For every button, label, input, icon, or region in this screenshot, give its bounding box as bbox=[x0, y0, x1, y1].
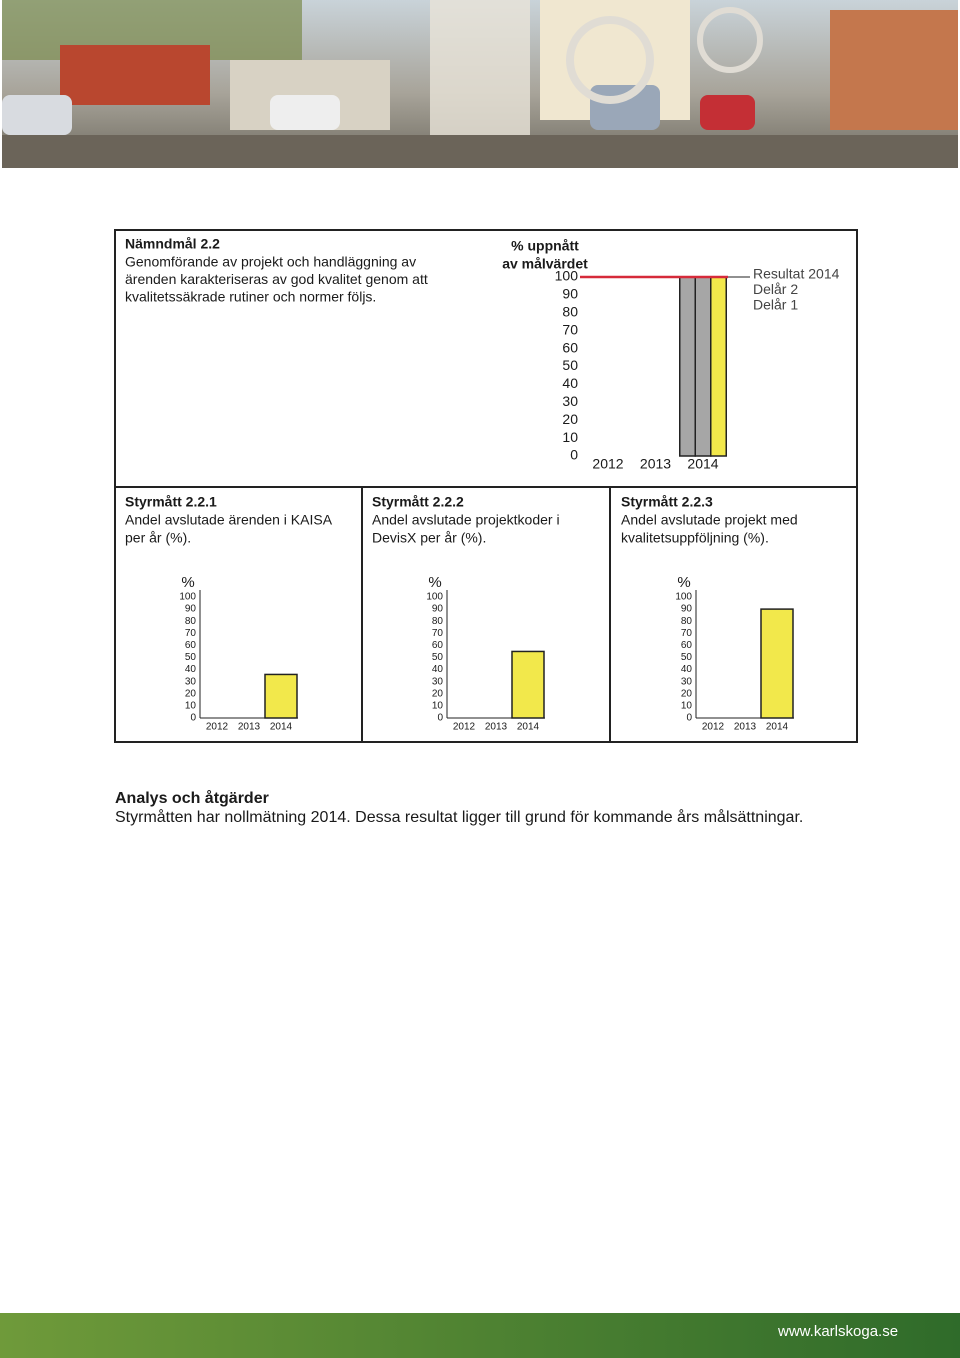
measure-title: Styrmått 2.2.2 bbox=[372, 494, 464, 510]
y-tick-label: 80 bbox=[562, 304, 578, 320]
y-tick-label: 80 bbox=[185, 616, 197, 627]
y-tick-label: 70 bbox=[432, 628, 444, 639]
footer-url: www.karlskoga.se bbox=[777, 1323, 898, 1340]
y-tick-label: 60 bbox=[681, 640, 693, 651]
y-tick-label: 70 bbox=[185, 628, 197, 639]
y-tick-label: 90 bbox=[185, 604, 197, 615]
x-tick-label: 2014 bbox=[766, 722, 789, 733]
goal-title: Nämndmål 2.2 bbox=[125, 236, 220, 252]
y-tick-label: 10 bbox=[562, 429, 578, 445]
y-tick-label: 30 bbox=[432, 676, 444, 687]
y-tick-label: 90 bbox=[562, 286, 578, 302]
measure-text: Andel avslutade projekt med bbox=[621, 512, 798, 528]
y-tick-label: 70 bbox=[681, 628, 693, 639]
measure-text: kvalitetsuppföljning (%). bbox=[621, 530, 769, 546]
legend-entry: Resultat 2014 bbox=[753, 266, 840, 282]
x-tick-label: 2012 bbox=[592, 456, 623, 472]
y-tick-label: 0 bbox=[570, 447, 578, 463]
y-tick-label: 60 bbox=[562, 339, 578, 355]
y-tick-label: 70 bbox=[562, 321, 578, 337]
y-tick-label: 60 bbox=[185, 640, 197, 651]
measure-text: per år (%). bbox=[125, 530, 191, 546]
y-axis-label: % bbox=[428, 574, 441, 591]
measure-title: Styrmått 2.2.3 bbox=[621, 494, 713, 510]
goal-text: ärenden karakteriseras av god kvalitet g… bbox=[125, 271, 428, 287]
legend-entry: Delår 1 bbox=[753, 297, 798, 313]
y-tick-label: 40 bbox=[432, 664, 444, 675]
bar bbox=[679, 276, 696, 457]
x-tick-label: 2014 bbox=[517, 722, 540, 733]
measure-text: DevisX per år (%). bbox=[372, 530, 486, 546]
y-tick-label: 30 bbox=[185, 676, 197, 687]
y-tick-label: 50 bbox=[681, 652, 693, 663]
chart-title: av målvärdet bbox=[502, 256, 588, 272]
y-tick-label: 100 bbox=[426, 592, 443, 603]
measure-text: Andel avslutade ärenden i KAISA bbox=[125, 512, 333, 528]
x-tick-label: 2014 bbox=[270, 722, 293, 733]
goal-text: kvalitetssäkrade rutiner och normer följ… bbox=[125, 289, 376, 305]
measure-text: Andel avslutade projektkoder i bbox=[372, 512, 560, 528]
x-tick-label: 2013 bbox=[485, 722, 508, 733]
analysis-text: Styrmåtten har nollmätning 2014. Dessa r… bbox=[115, 808, 803, 826]
y-tick-label: 40 bbox=[562, 375, 578, 391]
bar bbox=[710, 276, 727, 457]
x-tick-label: 2012 bbox=[702, 722, 725, 733]
measure-title: Styrmått 2.2.1 bbox=[125, 494, 217, 510]
legend-entry: Delår 2 bbox=[753, 281, 798, 297]
y-tick-label: 100 bbox=[555, 268, 579, 284]
y-tick-label: 0 bbox=[437, 713, 443, 724]
y-tick-label: 10 bbox=[185, 701, 197, 712]
y-tick-label: 100 bbox=[179, 592, 196, 603]
y-tick-label: 80 bbox=[681, 616, 693, 627]
y-tick-label: 20 bbox=[432, 688, 444, 699]
x-tick-label: 2013 bbox=[238, 722, 261, 733]
goal-text: Genomförande av projekt och handläggning… bbox=[125, 254, 416, 270]
y-tick-label: 20 bbox=[681, 688, 693, 699]
frames bbox=[114, 229, 858, 743]
x-tick-label: 2012 bbox=[453, 722, 476, 733]
footer-band bbox=[0, 1313, 960, 1358]
bar bbox=[760, 608, 794, 719]
y-tick-label: 20 bbox=[562, 411, 578, 427]
y-tick-label: 10 bbox=[432, 701, 444, 712]
y-tick-label: 40 bbox=[185, 664, 197, 675]
bar bbox=[511, 650, 545, 719]
y-tick-label: 90 bbox=[432, 604, 444, 615]
y-tick-label: 60 bbox=[432, 640, 444, 651]
y-tick-label: 90 bbox=[681, 604, 693, 615]
y-tick-label: 50 bbox=[185, 652, 197, 663]
x-tick-label: 2014 bbox=[687, 456, 718, 472]
x-tick-label: 2013 bbox=[734, 722, 757, 733]
y-tick-label: 0 bbox=[190, 713, 196, 724]
y-axis-label: % bbox=[181, 574, 194, 591]
x-tick-label: 2012 bbox=[206, 722, 229, 733]
y-tick-label: 10 bbox=[681, 701, 693, 712]
y-tick-label: 50 bbox=[562, 357, 578, 373]
y-tick-label: 80 bbox=[432, 616, 444, 627]
y-tick-label: 50 bbox=[432, 652, 444, 663]
analysis-title: Analys och åtgärder bbox=[115, 789, 269, 807]
bar bbox=[264, 673, 298, 719]
y-tick-label: 30 bbox=[562, 393, 578, 409]
y-tick-label: 0 bbox=[686, 713, 692, 724]
y-tick-label: 40 bbox=[681, 664, 693, 675]
chart-title: % uppnått bbox=[511, 238, 579, 254]
y-tick-label: 100 bbox=[675, 592, 692, 603]
bar bbox=[694, 276, 712, 457]
x-tick-label: 2013 bbox=[640, 456, 671, 472]
y-axis-label: % bbox=[677, 574, 690, 591]
y-tick-label: 20 bbox=[185, 688, 197, 699]
header-photo bbox=[2, 0, 958, 168]
y-tick-label: 30 bbox=[681, 676, 693, 687]
